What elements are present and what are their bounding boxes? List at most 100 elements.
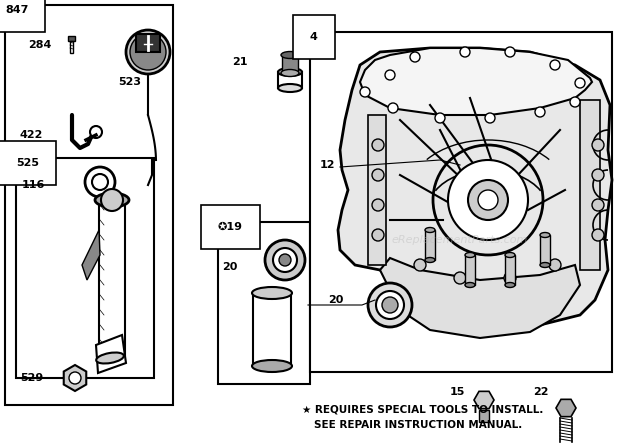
Polygon shape: [96, 335, 126, 373]
Bar: [282, 55, 298, 73]
Circle shape: [101, 189, 123, 211]
Bar: [580, 100, 600, 270]
Bar: [99, 200, 125, 355]
Text: 422: 422: [20, 130, 43, 140]
Bar: [16, 158, 154, 378]
Text: 20: 20: [328, 295, 343, 305]
Bar: [310, 32, 612, 372]
Circle shape: [410, 52, 420, 62]
Circle shape: [504, 272, 516, 284]
Circle shape: [505, 47, 515, 57]
Circle shape: [592, 169, 604, 181]
Circle shape: [448, 160, 528, 240]
Circle shape: [385, 70, 395, 80]
Circle shape: [85, 167, 115, 197]
Polygon shape: [474, 391, 494, 409]
Circle shape: [575, 78, 585, 88]
Text: 116: 116: [22, 180, 45, 190]
Ellipse shape: [252, 360, 292, 372]
Ellipse shape: [278, 68, 302, 76]
Circle shape: [550, 60, 560, 70]
Ellipse shape: [505, 252, 515, 257]
Bar: [70, 41, 73, 53]
Circle shape: [592, 199, 604, 211]
Circle shape: [485, 113, 495, 123]
Bar: [540, 235, 550, 265]
Text: SEE REPAIR INSTRUCTION MANUAL.: SEE REPAIR INSTRUCTION MANUAL.: [314, 420, 522, 430]
Bar: [136, 34, 160, 52]
Circle shape: [90, 126, 102, 138]
Ellipse shape: [96, 352, 124, 363]
Circle shape: [279, 254, 291, 266]
Circle shape: [460, 47, 470, 57]
Text: 847: 847: [5, 5, 29, 15]
Circle shape: [265, 240, 305, 280]
Circle shape: [130, 34, 166, 70]
Bar: [465, 255, 475, 285]
Text: 529: 529: [20, 373, 43, 383]
Ellipse shape: [95, 193, 129, 207]
Circle shape: [372, 199, 384, 211]
Polygon shape: [556, 399, 576, 417]
Circle shape: [435, 113, 445, 123]
Ellipse shape: [252, 287, 292, 299]
Circle shape: [382, 297, 398, 313]
Circle shape: [69, 372, 81, 384]
Circle shape: [592, 229, 604, 241]
Polygon shape: [380, 258, 580, 338]
Bar: [368, 115, 386, 265]
Bar: [5, 5, 173, 405]
Text: 22: 22: [533, 387, 549, 397]
Circle shape: [414, 259, 426, 271]
Ellipse shape: [278, 84, 302, 92]
Polygon shape: [338, 48, 612, 335]
Text: 284: 284: [28, 40, 51, 50]
Ellipse shape: [540, 263, 550, 268]
Text: 20: 20: [222, 262, 237, 272]
Circle shape: [433, 145, 543, 255]
Circle shape: [454, 272, 466, 284]
Circle shape: [92, 174, 108, 190]
Circle shape: [372, 229, 384, 241]
Circle shape: [388, 103, 398, 113]
Ellipse shape: [281, 70, 299, 77]
Polygon shape: [82, 230, 100, 280]
Circle shape: [126, 30, 170, 74]
Polygon shape: [360, 48, 592, 115]
Ellipse shape: [465, 282, 475, 288]
Circle shape: [360, 87, 370, 97]
Text: eReplacementParts.com: eReplacementParts.com: [392, 235, 528, 245]
Circle shape: [549, 259, 561, 271]
Circle shape: [372, 139, 384, 151]
Polygon shape: [64, 365, 86, 391]
Bar: [253, 293, 291, 366]
Circle shape: [372, 169, 384, 181]
Bar: [218, 222, 310, 384]
Circle shape: [468, 180, 508, 220]
Bar: [68, 36, 75, 41]
Ellipse shape: [281, 51, 299, 58]
Circle shape: [368, 283, 412, 327]
Circle shape: [376, 291, 404, 319]
Circle shape: [570, 97, 580, 107]
Ellipse shape: [540, 232, 550, 238]
Bar: [278, 72, 302, 88]
Circle shape: [478, 190, 498, 210]
Circle shape: [273, 248, 297, 272]
Text: 4: 4: [310, 32, 318, 42]
Ellipse shape: [425, 257, 435, 263]
Text: ✪19: ✪19: [218, 222, 243, 232]
Bar: [505, 255, 515, 285]
Text: 15: 15: [450, 387, 466, 397]
Text: 12: 12: [320, 160, 335, 170]
Text: 21: 21: [232, 57, 247, 67]
Text: 525: 525: [16, 158, 39, 168]
Circle shape: [592, 139, 604, 151]
Ellipse shape: [425, 227, 435, 232]
Text: ★ REQUIRES SPECIAL TOOLS TO INSTALL.: ★ REQUIRES SPECIAL TOOLS TO INSTALL.: [302, 405, 543, 415]
Bar: [425, 230, 435, 260]
Bar: [479, 410, 489, 422]
Text: 523: 523: [118, 77, 141, 87]
Circle shape: [535, 107, 545, 117]
Ellipse shape: [465, 252, 475, 257]
